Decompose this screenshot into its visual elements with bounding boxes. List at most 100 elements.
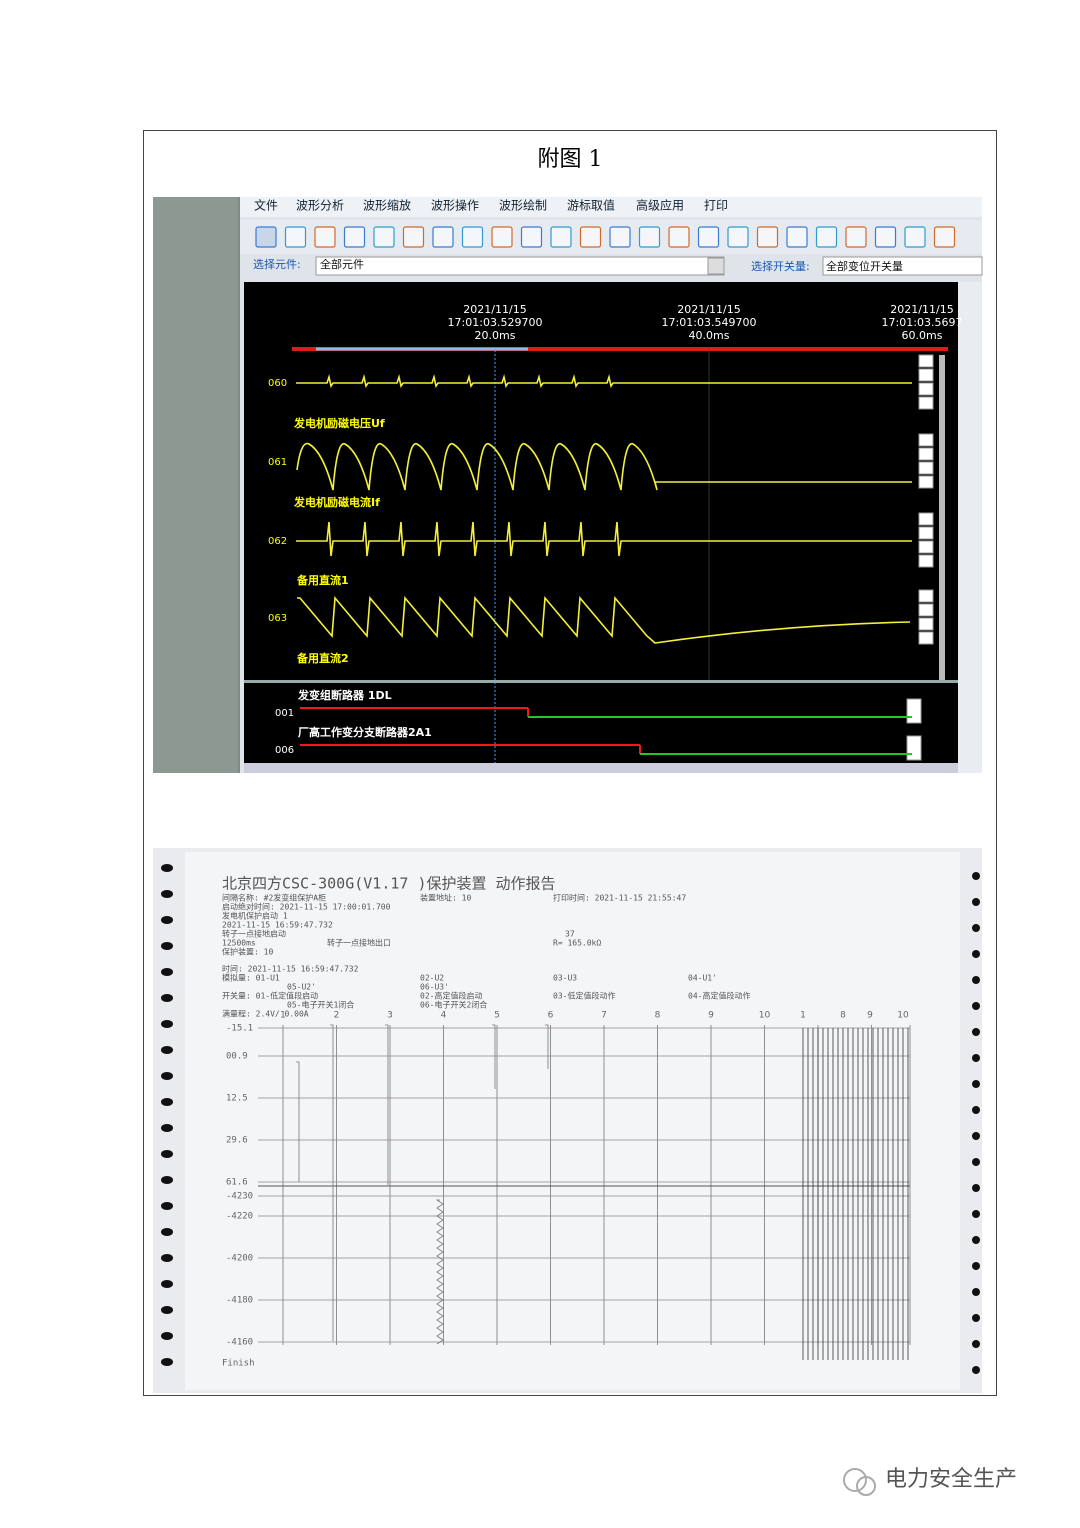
- cursor-offset: 40.0ms: [689, 329, 730, 342]
- scale-label: -4220: [226, 1212, 253, 1222]
- channel-button: [918, 589, 934, 603]
- toolbar-icon: [756, 226, 779, 248]
- feed-hole: [161, 1228, 173, 1236]
- column-number: 4: [441, 1011, 447, 1021]
- toolbar-icon: [668, 226, 690, 248]
- channel-name: 厂高工作变分支断路器2A1: [298, 725, 432, 739]
- toolbar-icon: [284, 226, 307, 248]
- feed-hole: [972, 872, 980, 880]
- feed-hole: [972, 1262, 980, 1270]
- select-label: 选择元件:: [253, 257, 301, 271]
- toolbar-icon: [432, 226, 454, 248]
- printout-line: 间隔名称: #2发变组保护A柜: [222, 893, 326, 903]
- feed-hole: [972, 1054, 980, 1062]
- waveform: [296, 521, 912, 557]
- feed-hole: [972, 1080, 980, 1088]
- feed-hole: [161, 1280, 173, 1288]
- toolbar-icon: [373, 226, 395, 248]
- print-trace: [330, 1024, 334, 1341]
- feed-hole: [972, 950, 980, 958]
- switch-number: 10: [897, 1011, 909, 1021]
- channel-button: [918, 354, 934, 368]
- scale-label: -4180: [226, 1296, 253, 1306]
- printout-line: 打印时间: 2021-11-15 21:55:47: [553, 893, 686, 903]
- column-number: 8: [655, 1011, 661, 1021]
- channel-id: 062: [268, 536, 287, 547]
- column-number: 1: [280, 1011, 286, 1021]
- channel-button: [918, 631, 934, 645]
- toolbar-icon: [933, 226, 956, 248]
- watermark-text: 电力安全生产: [885, 1467, 1017, 1492]
- scale-label: -4200: [226, 1254, 253, 1264]
- printout-line: 模拟量: 01-U1: [222, 973, 280, 983]
- caption: 附图 1: [538, 147, 603, 172]
- cursor-date: 2021/11/15: [890, 303, 953, 316]
- feed-hole: [972, 1106, 980, 1114]
- cursor-time: 17:01:03.549700: [662, 316, 757, 329]
- select-value: 全部变位开关量: [826, 259, 903, 273]
- toolbar-icon: [314, 226, 336, 248]
- printout-line: 04-U1': [688, 974, 717, 983]
- feed-hole: [972, 1288, 980, 1296]
- print-trace: [545, 1024, 549, 1069]
- feed-hole: [161, 916, 173, 924]
- channel-button: [918, 526, 934, 540]
- toolbar-icon: [550, 226, 572, 248]
- feed-hole: [972, 924, 980, 932]
- cursor-offset: 20.0ms: [475, 329, 516, 342]
- channel-button: [906, 698, 922, 724]
- printout-line: 保护装置: 10: [222, 947, 273, 957]
- feed-hole: [972, 1132, 980, 1140]
- print-trace: [435, 1199, 444, 1345]
- print-trace: [385, 1024, 389, 1185]
- channel-button: [918, 512, 934, 526]
- channel-button: [918, 447, 934, 461]
- channel-name: 备用直流1: [296, 573, 349, 587]
- channel-name: 发电机励磁电压Uf: [293, 416, 385, 430]
- select-label: 选择开关量:: [751, 259, 810, 273]
- feed-hole: [161, 1046, 173, 1054]
- menu-item: 打印: [704, 199, 728, 213]
- menu-item: 波形分析: [296, 199, 344, 213]
- printout-line: 03-U3: [553, 974, 577, 983]
- toolbar-icon: [520, 226, 543, 248]
- printout-title: 北京四方CSC-300G(V1.17 )保护装置 动作报告: [222, 875, 556, 893]
- channel-name: 发电机励磁电流If: [293, 495, 380, 509]
- feed-hole: [972, 1210, 980, 1218]
- toolbar-icon: [255, 226, 277, 248]
- channel-button: [918, 461, 934, 475]
- toolbar-icon: [786, 226, 808, 248]
- channel-button: [918, 475, 934, 489]
- channel-button: [918, 396, 934, 410]
- menu-item: 波形操作: [431, 198, 479, 213]
- screen-photo: [153, 197, 983, 773]
- waveform: [296, 442, 912, 491]
- switch-number: 8: [840, 1011, 846, 1021]
- printout-line: 2021-11-15 16:59:47.732: [222, 921, 333, 930]
- printout-line: 启动绝对时间: 2021-11-15 17:00:01.700: [222, 902, 391, 912]
- waveform: [296, 374, 912, 389]
- feed-hole: [161, 1020, 173, 1028]
- toolbar-icon: [845, 226, 867, 248]
- cursor-date: 2021/11/15: [463, 303, 526, 316]
- feed-hole: [161, 864, 173, 872]
- feed-hole: [161, 942, 173, 950]
- channel-button: [918, 554, 934, 568]
- channel-id: 006: [275, 745, 294, 756]
- feed-hole: [161, 968, 173, 976]
- column-number: 7: [601, 1011, 607, 1021]
- printout-line: 02-U2: [420, 974, 444, 983]
- print-trace: [296, 1061, 300, 1182]
- cursor-time: 17:01:03.529700: [448, 316, 543, 329]
- channel-button: [918, 368, 934, 382]
- channel-button: [918, 433, 934, 447]
- feed-hole: [161, 1306, 173, 1314]
- toolbar-icon: [402, 226, 425, 248]
- switch-number: 1: [800, 1011, 806, 1021]
- toolbar-icon: [343, 226, 366, 248]
- finish: Finish: [222, 1359, 255, 1369]
- scale-label: 61.6: [226, 1178, 248, 1188]
